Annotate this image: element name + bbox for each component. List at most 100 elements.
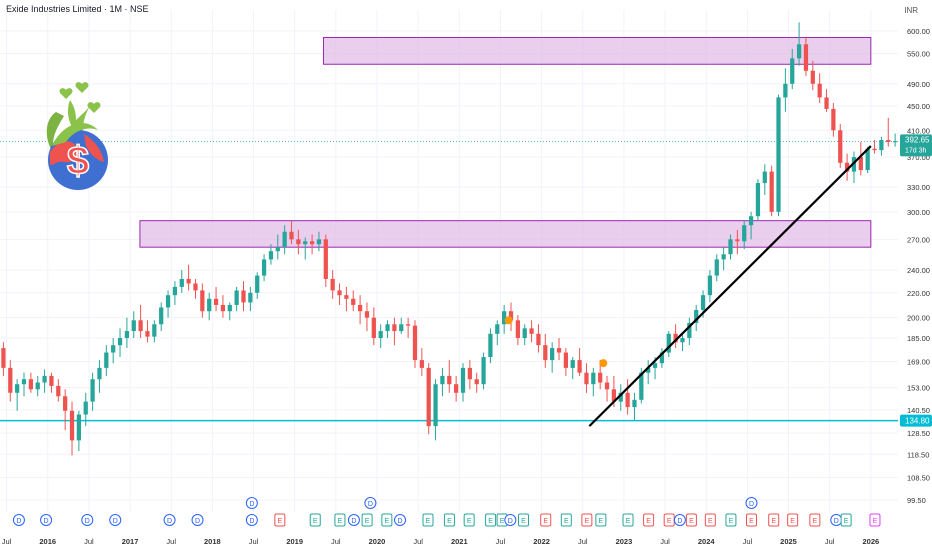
candle [309, 234, 315, 255]
event-badge[interactable]: E [485, 513, 497, 527]
candle-body [515, 320, 520, 339]
candle [632, 392, 637, 421]
event-badge[interactable]: E [622, 513, 634, 527]
candle [886, 117, 891, 147]
candle-body [687, 322, 692, 339]
candle [563, 348, 569, 376]
candle [618, 384, 623, 411]
candle [604, 375, 610, 402]
candle [728, 234, 733, 260]
earnings-icon [725, 513, 737, 527]
event-badge[interactable]: E [381, 513, 393, 527]
event-badge[interactable]: E [809, 513, 821, 527]
candle [467, 360, 472, 390]
event-badge[interactable]: E [768, 513, 780, 527]
candle [515, 315, 520, 346]
candle-body [289, 231, 294, 240]
time-tick-label: Jul [496, 537, 506, 546]
candle [28, 372, 33, 393]
candle [117, 328, 123, 358]
event-badge[interactable]: E [540, 513, 552, 527]
candle [543, 333, 548, 368]
event-badge[interactable]: E [443, 513, 455, 527]
event-badge[interactable]: E [274, 513, 286, 527]
candle [707, 270, 713, 303]
event-badge[interactable]: D [12, 514, 25, 526]
event-badge-label: D [368, 501, 373, 508]
event-badge[interactable]: E [869, 513, 881, 527]
event-badge-label: E [365, 518, 370, 525]
event-badge[interactable]: E [463, 513, 475, 527]
candle-body [529, 328, 534, 334]
event-badge[interactable]: D [40, 514, 53, 526]
candle [111, 338, 116, 364]
event-badge[interactable]: E [309, 513, 321, 527]
time-tick-label: Jul [331, 537, 341, 546]
candle-body [248, 292, 253, 303]
candle [536, 324, 541, 353]
candle-body [351, 298, 356, 305]
event-badge[interactable]: E [725, 513, 737, 527]
price-tick-label: 140.50 [907, 406, 930, 415]
candle [522, 324, 527, 346]
event-badge[interactable]: E [643, 513, 655, 527]
candle [646, 360, 651, 385]
candle [104, 345, 109, 376]
candle-body [131, 320, 136, 332]
support-price-tag-label: 134.80 [905, 417, 930, 426]
event-badge[interactable]: D [504, 514, 517, 526]
event-badge[interactable]: E [685, 513, 697, 527]
event-badge[interactable]: D [394, 514, 407, 526]
event-badge[interactable]: D [347, 514, 360, 526]
candle [838, 123, 843, 168]
event-badge[interactable]: E [704, 513, 716, 527]
candle-body [659, 352, 665, 364]
candle [721, 247, 726, 271]
event-badge[interactable]: E [517, 513, 529, 527]
candle [687, 317, 692, 346]
event-badge[interactable]: E [422, 513, 434, 527]
event-badge[interactable]: E [787, 513, 799, 527]
supply-demand-zone [322, 37, 872, 65]
earnings-icon [381, 513, 393, 527]
candle-body [879, 140, 884, 151]
event-badge[interactable]: D [245, 514, 258, 526]
event-badge[interactable]: E [840, 513, 852, 527]
event-badge[interactable]: D [163, 514, 176, 526]
event-badge[interactable]: E [581, 513, 593, 527]
event-badge[interactable]: D [109, 514, 122, 526]
event-badge[interactable]: D [81, 514, 94, 526]
candle [21, 372, 27, 397]
event-badge[interactable]: D [673, 514, 686, 526]
candle-body [261, 259, 267, 276]
event-badge[interactable]: D [245, 497, 258, 509]
event-badge[interactable]: E [745, 513, 757, 527]
event-badge[interactable]: D [191, 514, 204, 526]
candle-body [563, 352, 569, 368]
event-badge[interactable]: D [745, 497, 758, 509]
candle [412, 320, 418, 368]
candle-body [330, 278, 335, 291]
event-badge[interactable]: E [560, 513, 572, 527]
candle [817, 73, 822, 104]
candle-body [392, 324, 397, 332]
candle [385, 320, 390, 339]
event-badge[interactable]: E [361, 513, 373, 527]
event-badge[interactable]: D [364, 497, 377, 509]
candle-body [632, 399, 637, 408]
event-badge[interactable]: E [595, 513, 607, 527]
candle [49, 372, 54, 393]
candle-body [138, 320, 143, 332]
candle [207, 292, 212, 321]
candle [440, 367, 445, 397]
event-badge[interactable]: D [830, 514, 843, 526]
event-badge[interactable]: E [663, 513, 675, 527]
candle [659, 348, 665, 368]
time-tick-label: Jul [660, 537, 670, 546]
event-badge[interactable]: E [334, 513, 346, 527]
last-price-timer: 17d 3h [905, 147, 927, 154]
earnings-icon [869, 513, 881, 527]
candle [261, 254, 267, 282]
